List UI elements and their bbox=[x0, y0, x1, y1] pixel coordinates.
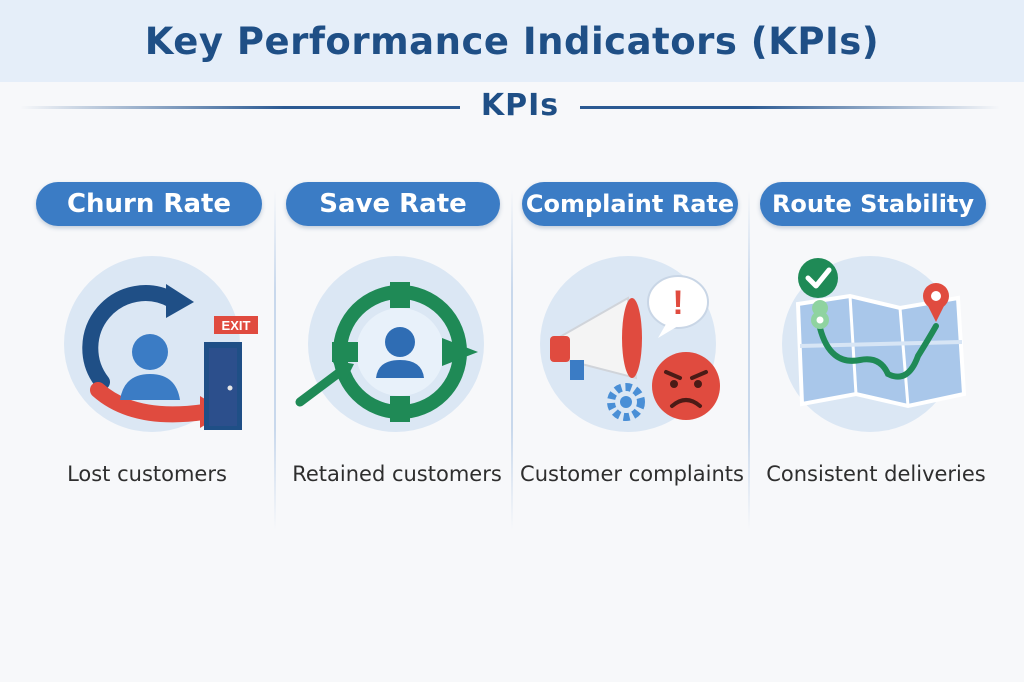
kpi-caption: Customer complaints bbox=[520, 462, 744, 486]
churn-exit-door-icon: EXIT bbox=[82, 284, 258, 430]
section-divider-left bbox=[20, 106, 460, 109]
section-divider-right bbox=[580, 106, 1000, 109]
kpi-card-save-rate: Save Rate Retained customers bbox=[284, 182, 519, 532]
megaphone-angry-face-icon: ! bbox=[550, 275, 720, 421]
title-band: Key Performance Indicators (KPIs) bbox=[0, 0, 1024, 82]
card-separator bbox=[511, 190, 513, 530]
kpi-caption: Retained customers bbox=[292, 462, 502, 486]
exit-sign-text: EXIT bbox=[222, 318, 251, 333]
kpi-title-pill: Churn Rate bbox=[36, 182, 262, 226]
map-route-check-icon bbox=[795, 258, 967, 409]
alert-mark: ! bbox=[672, 284, 683, 322]
kpi-title-pill: Save Rate bbox=[286, 182, 500, 226]
kpi-card-churn-rate: Churn Rate EXIT Lost customers bbox=[34, 182, 269, 532]
card-separator bbox=[748, 190, 750, 530]
section-label: KPIs bbox=[480, 88, 560, 123]
page-title: Key Performance Indicators (KPIs) bbox=[144, 19, 880, 63]
card-separator bbox=[274, 190, 276, 530]
kpi-caption: Consistent deliveries bbox=[766, 462, 986, 486]
kpi-caption: Lost customers bbox=[67, 462, 227, 486]
lifebuoy-customer-icon bbox=[295, 282, 478, 422]
kpi-title-pill: Route Stability bbox=[760, 182, 986, 226]
kpi-title-pill: Complaint Rate bbox=[522, 182, 738, 226]
kpi-card-route-stability: Route Stability Consistent deliveries bbox=[760, 182, 995, 532]
kpi-card-complaint-rate: Complaint Rate ! Customer complaints bbox=[520, 182, 755, 532]
